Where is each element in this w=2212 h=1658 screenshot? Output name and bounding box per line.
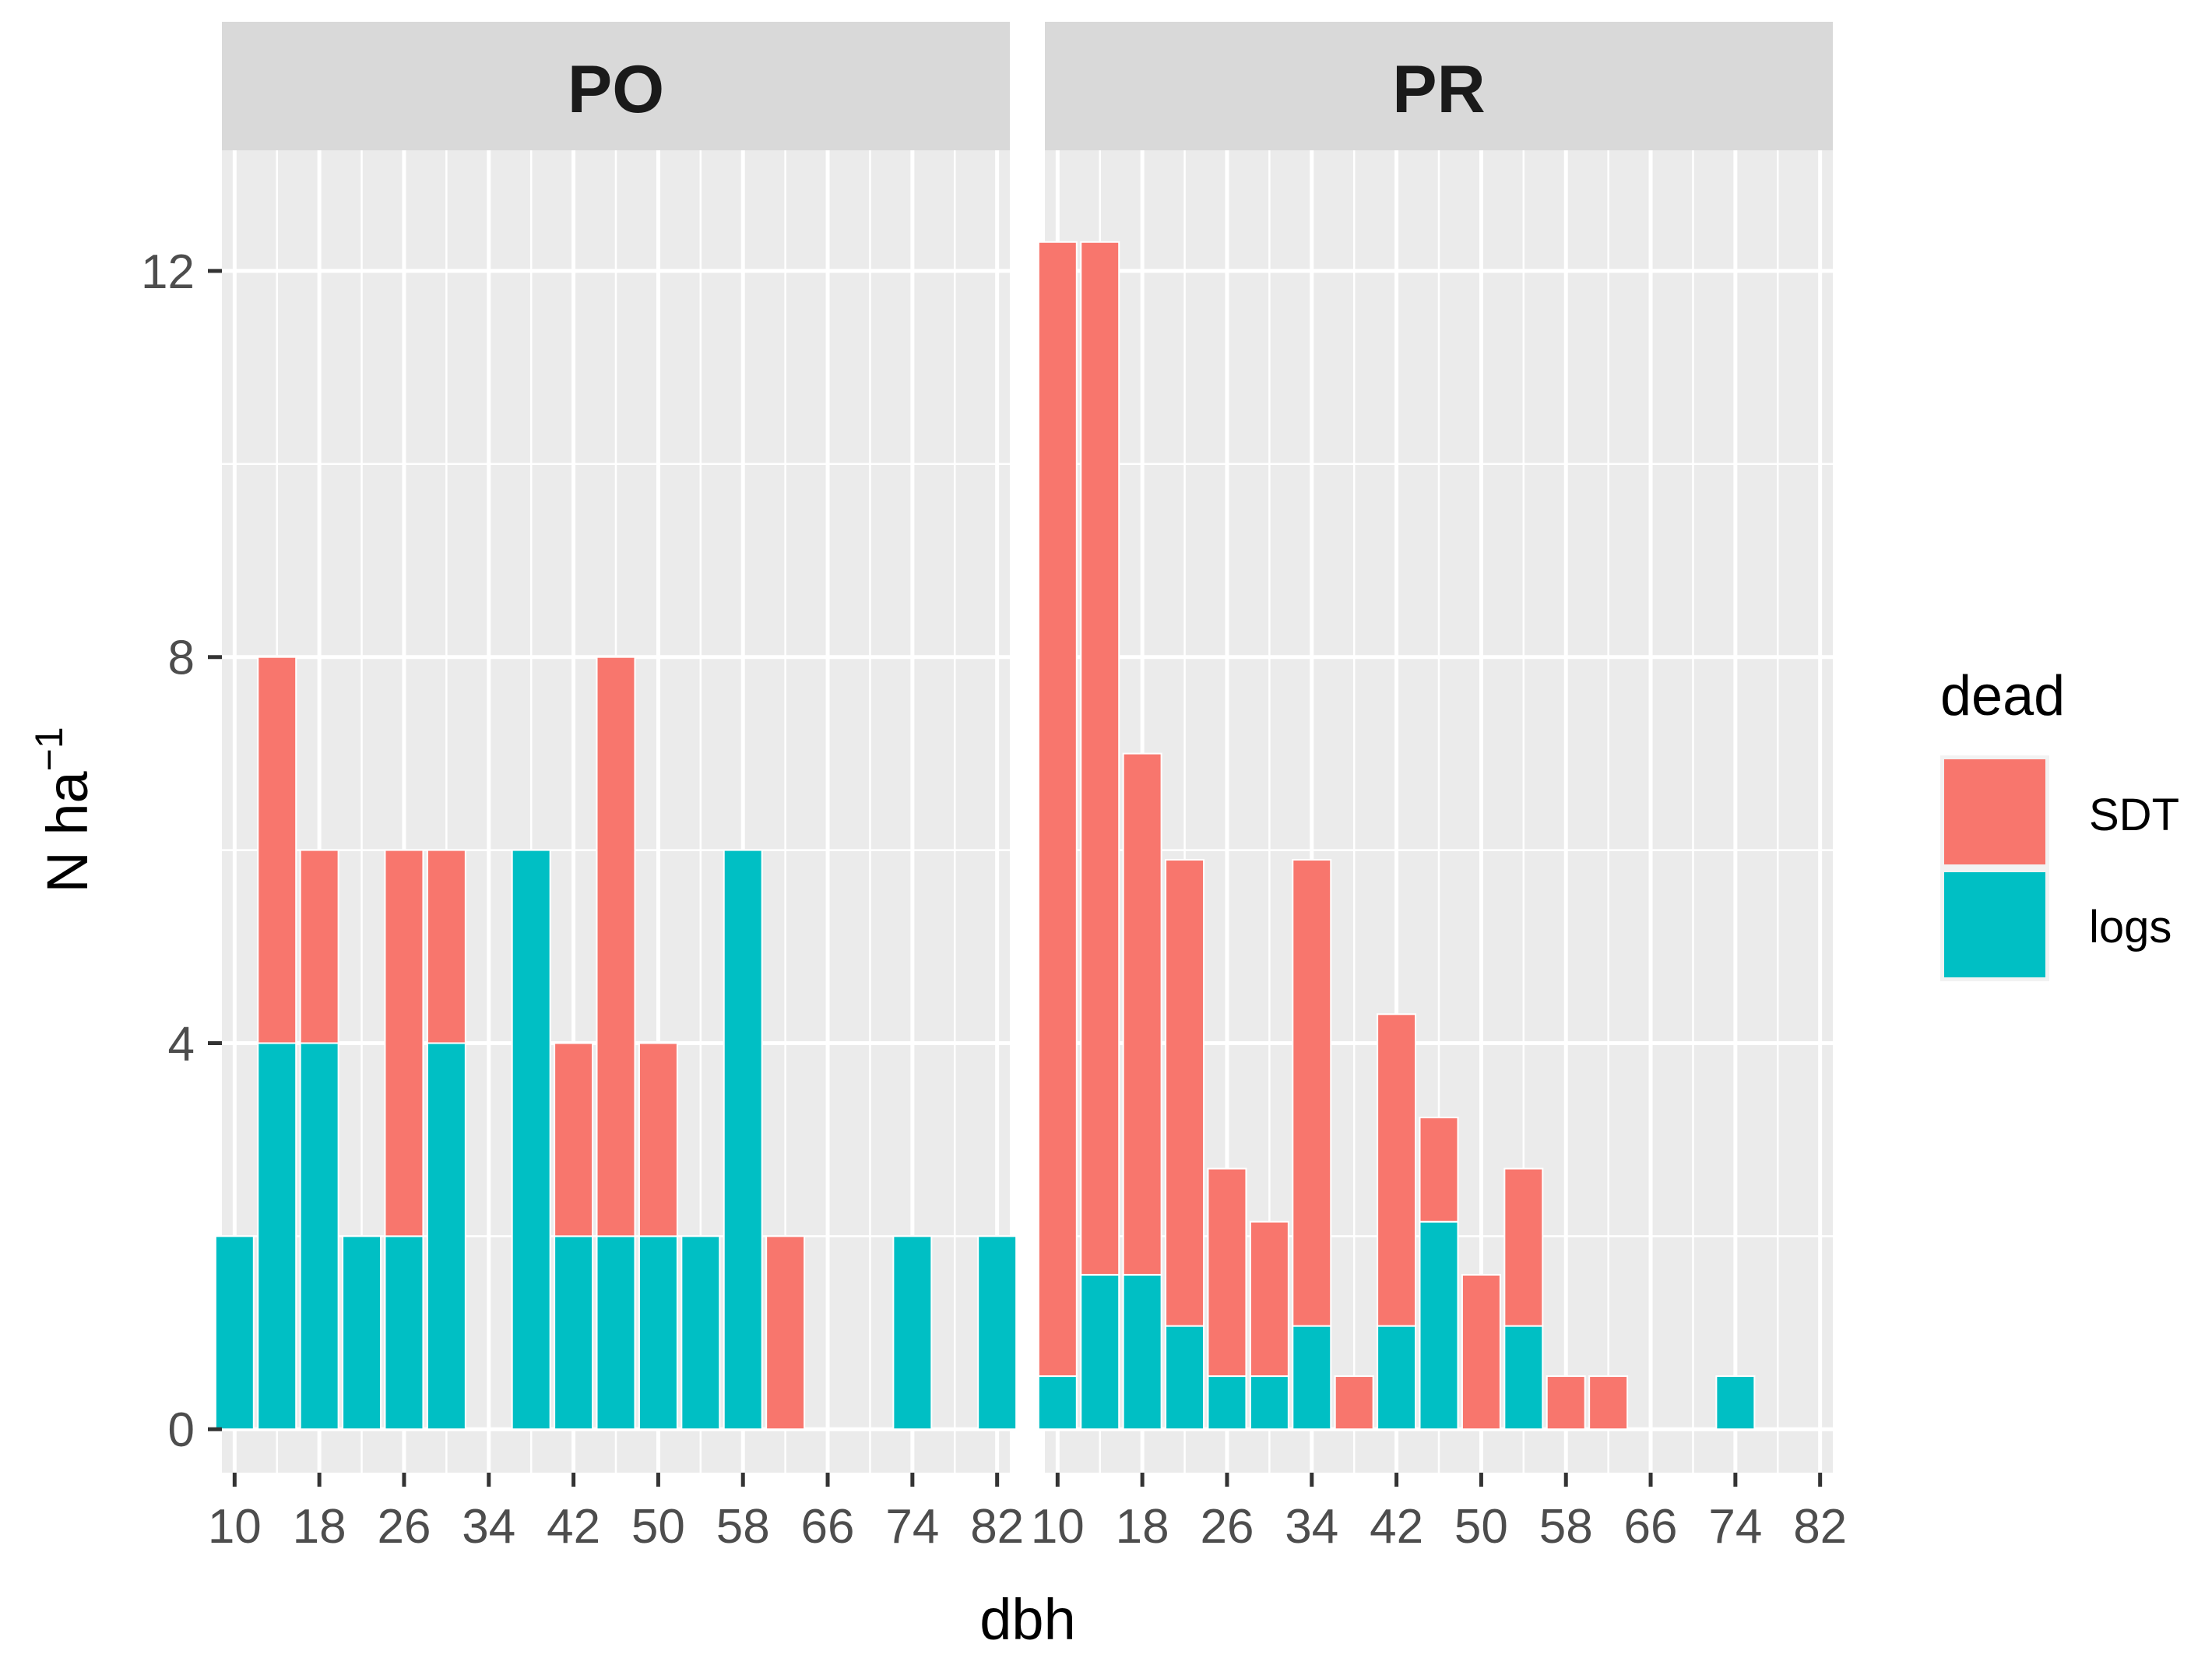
panel-pr-x-ticks: 10 18 26 34 42 50 58 66 74 82 (1031, 1473, 1847, 1554)
legend-key-logs (1944, 872, 2045, 977)
y-axis-title-main: N ha (35, 771, 100, 893)
bar-po-logs-82 (977, 1235, 1018, 1431)
bar-po-logs-42 (554, 1235, 594, 1431)
panel-pr: PR 10 18 26 34 42 50 58 66 74 82 (1031, 22, 1847, 1554)
bar-po-logs-14 (257, 1042, 297, 1431)
x-axis-title: dbh (979, 1587, 1075, 1652)
bar-pr-sdt-42 (1377, 1013, 1417, 1327)
bar-pr-sdt-30 (1249, 1220, 1289, 1378)
legend-label-sdt: SDT (2089, 790, 2179, 840)
y-tick-label: 4 (168, 1017, 195, 1071)
svg-text:N ha−1: N ha−1 (27, 727, 100, 892)
bar-po-logs-30 (426, 1042, 466, 1431)
x-tick-label: 10 (1031, 1500, 1085, 1554)
x-tick-label: 34 (1285, 1500, 1338, 1554)
x-tick-label: 66 (1624, 1500, 1678, 1554)
bar-pr-logs-34 (1292, 1325, 1332, 1431)
bar-po-sdt-14 (257, 656, 297, 1044)
panel-po: PO 10 18 26 34 42 50 58 66 74 82 (208, 22, 1024, 1554)
bar-pr-sdt-50 (1461, 1273, 1501, 1431)
legend: dead SDT logs (1940, 665, 2179, 981)
bar-pr-sdt-14 (1080, 241, 1120, 1276)
bar-po-sdt-26 (384, 849, 424, 1237)
bar-pr-sdt-34 (1292, 858, 1332, 1327)
x-tick-label: 82 (1793, 1500, 1847, 1554)
y-tick-label: 8 (168, 632, 195, 685)
y-axis-title-superscript: −1 (27, 727, 71, 771)
x-tick-label: 42 (1370, 1500, 1423, 1554)
bar-pr-sdt-58 (1546, 1375, 1586, 1431)
bar-po-logs-74 (892, 1235, 933, 1431)
bar-pr-sdt-22 (1165, 858, 1205, 1327)
x-tick-label: 34 (462, 1500, 515, 1554)
bar-pr-logs-46 (1419, 1220, 1459, 1431)
bar-po-logs-22 (342, 1235, 382, 1431)
panel-po-bars (214, 656, 1018, 1431)
x-tick-label: 50 (631, 1500, 685, 1554)
bar-po-sdt-30 (426, 849, 466, 1044)
panel-po-strip (222, 22, 1010, 150)
bar-pr-sdt-26 (1207, 1167, 1247, 1378)
bar-po-logs-58 (723, 849, 763, 1431)
bar-pr-logs-54 (1503, 1325, 1544, 1431)
panel-po-x-ticks: 10 18 26 34 42 50 58 66 74 82 (208, 1473, 1024, 1554)
x-tick-label: 26 (1200, 1500, 1254, 1554)
bar-po-sdt-46 (596, 656, 636, 1237)
bar-pr-logs-10 (1037, 1375, 1078, 1431)
x-tick-label: 74 (885, 1500, 939, 1554)
panel-pr-bars (1037, 241, 1756, 1431)
x-tick-label: 50 (1454, 1500, 1508, 1554)
bar-pr-logs-42 (1377, 1325, 1417, 1431)
bar-po-logs-10 (214, 1235, 255, 1431)
bar-pr-sdt-10 (1037, 241, 1078, 1378)
y-axis-title: N ha−1 (27, 727, 100, 892)
legend-label-logs: logs (2089, 902, 2172, 952)
x-tick-label: 18 (1116, 1500, 1169, 1554)
bar-pr-logs-14 (1080, 1273, 1120, 1431)
bar-pr-sdt-38 (1334, 1375, 1374, 1431)
x-tick-label: 66 (801, 1500, 855, 1554)
bar-pr-logs-74 (1715, 1375, 1756, 1431)
bar-po-sdt-50 (638, 1042, 678, 1237)
bar-po-logs-26 (384, 1235, 424, 1431)
bar-pr-logs-18 (1122, 1273, 1162, 1431)
bar-po-logs-54 (680, 1235, 721, 1431)
bar-pr-sdt-18 (1122, 752, 1162, 1276)
bar-po-sdt-42 (554, 1042, 594, 1237)
bar-pr-logs-26 (1207, 1375, 1247, 1431)
x-tick-label: 18 (293, 1500, 346, 1554)
bar-pr-sdt-62 (1588, 1375, 1629, 1431)
bar-pr-logs-30 (1249, 1375, 1289, 1431)
bar-pr-sdt-54 (1503, 1167, 1544, 1327)
legend-title: dead (1940, 665, 2065, 727)
panel-pr-strip-label: PR (1392, 52, 1485, 127)
bar-po-logs-46 (596, 1235, 636, 1431)
panel-po-strip-label: PO (568, 52, 664, 127)
x-tick-label: 58 (1539, 1500, 1593, 1554)
x-tick-label: 10 (208, 1500, 262, 1554)
y-tick-label: 12 (141, 245, 195, 299)
bar-po-logs-18 (299, 1042, 339, 1431)
x-tick-label: 26 (377, 1500, 431, 1554)
x-tick-label: 58 (716, 1500, 770, 1554)
bar-po-sdt-18 (299, 849, 339, 1044)
x-tick-label: 74 (1708, 1500, 1762, 1554)
bar-pr-sdt-46 (1419, 1116, 1459, 1223)
y-axis: 0 4 8 12 (141, 245, 222, 1457)
bar-po-logs-38 (511, 849, 551, 1431)
legend-key-sdt (1944, 759, 2045, 864)
bar-po-logs-50 (638, 1235, 678, 1431)
x-tick-label: 82 (970, 1500, 1024, 1554)
bar-pr-logs-22 (1165, 1325, 1205, 1431)
bar-po-sdt-62 (765, 1235, 806, 1431)
panel-pr-strip (1045, 22, 1833, 150)
x-tick-label: 42 (547, 1500, 600, 1554)
y-tick-label: 0 (168, 1403, 195, 1457)
